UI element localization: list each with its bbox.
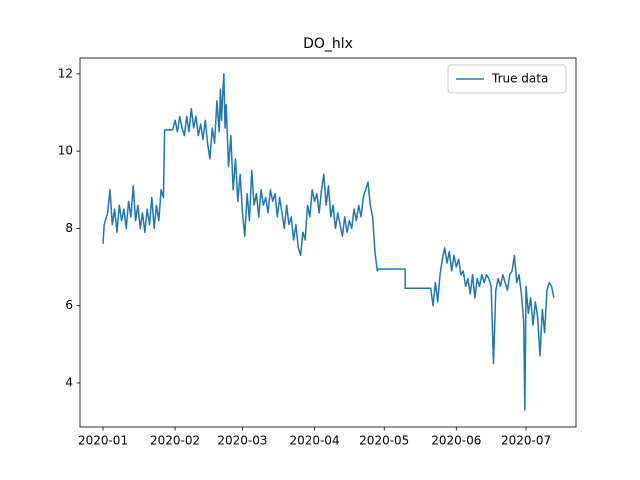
data-line (102, 73, 555, 411)
axes-frame (79, 57, 577, 428)
y-tick-label: 12 (58, 66, 73, 80)
x-tick-label: 2020-04 (289, 434, 339, 448)
y-tick-label: 10 (58, 144, 73, 158)
x-tick-label: 2020-03 (217, 434, 267, 448)
legend-label: True data (491, 72, 548, 86)
y-tick-label: 4 (65, 375, 73, 389)
x-tick-label: 2020-07 (501, 434, 551, 448)
y-tick-label: 8 (65, 221, 73, 235)
chart-title: DO_hlx (303, 36, 353, 52)
legend-box (447, 64, 567, 94)
x-tick-label: 2020-01 (78, 434, 128, 448)
x-tick-label: 2020-06 (431, 434, 481, 448)
x-tick-label: 2020-05 (359, 434, 409, 448)
x-tick-label: 2020-02 (150, 434, 200, 448)
y-tick-label: 6 (65, 298, 73, 312)
